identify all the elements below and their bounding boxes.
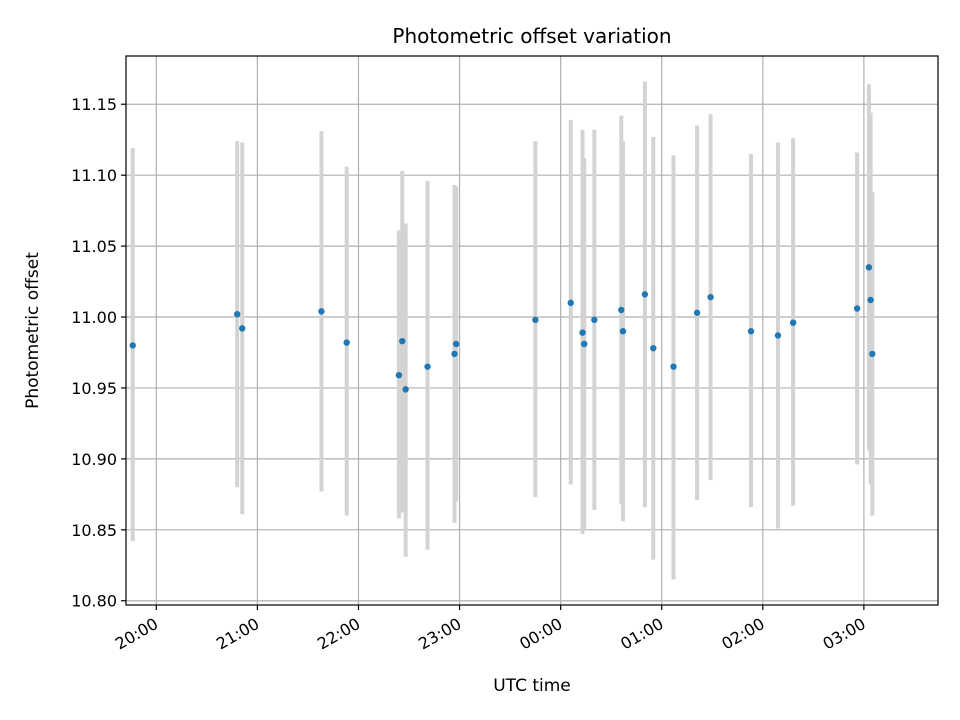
data-point [579, 329, 586, 336]
data-point [774, 332, 782, 339]
data-point [343, 339, 350, 346]
data-point [318, 308, 325, 315]
data-point [452, 340, 460, 348]
x-axis-title: UTC time [493, 676, 571, 696]
data-point [233, 310, 241, 318]
data-point [707, 293, 714, 301]
data-point [399, 337, 406, 345]
data-point [402, 386, 409, 393]
y-axis-ticks: 10.80 10.85 10.90 10.95 11.00 11.05 11.10 11.15 [71, 95, 126, 611]
y-tick-label: 10.90 [71, 450, 117, 469]
y-tick-label: 11.10 [71, 166, 117, 185]
data-point [591, 316, 598, 324]
y-tick-label: 11.00 [71, 308, 117, 327]
data-point [239, 325, 246, 332]
y-tick-label: 10.80 [71, 592, 117, 611]
data-point [853, 305, 861, 312]
data-point [395, 371, 403, 379]
data-point [641, 291, 649, 298]
data-point [867, 296, 874, 304]
y-tick-label: 11.05 [71, 237, 117, 256]
data-point [129, 342, 136, 349]
data-point [567, 299, 574, 307]
data-point [693, 309, 701, 316]
data-points [129, 264, 876, 393]
chart-title: Photometric offset variation [392, 24, 671, 48]
data-point [869, 350, 876, 358]
plot-frame [125, 55, 939, 606]
y-tick-label: 10.85 [71, 521, 117, 540]
y-tick-label: 10.95 [71, 379, 117, 398]
data-point [865, 264, 873, 271]
data-point [424, 363, 431, 370]
y-tick-label: 11.15 [71, 95, 117, 114]
data-point [789, 319, 797, 326]
data-point [618, 306, 625, 314]
data-point [650, 345, 657, 352]
data-point [619, 328, 627, 335]
data-point [670, 363, 677, 370]
data-point [747, 328, 755, 335]
data-point [532, 316, 539, 324]
y-axis-title: Photometric offset [23, 252, 43, 409]
grid-lines [126, 56, 938, 605]
data-point [581, 340, 588, 348]
data-point [451, 350, 458, 358]
